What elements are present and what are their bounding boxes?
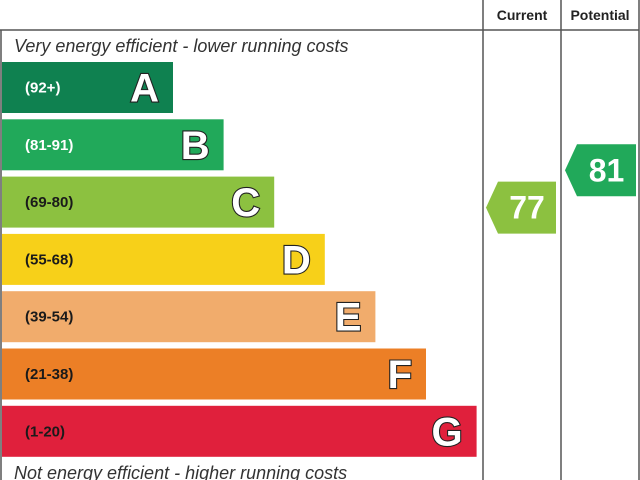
band-range-label: (92+) [25,80,60,97]
band-f: (21-38) F [2,348,426,400]
band-bar [2,119,224,171]
band-a: (92+) A [2,62,173,113]
band-e: (39-54) E [2,291,376,343]
rating-bands: (92+) A (81-91) B (69-80) C (55-68) D (39-54) E (2… [2,62,477,457]
band-bar [2,176,275,228]
band-c: (69-80) C [2,176,275,228]
top-efficiency-note: Very energy efficient - lower running co… [14,36,349,56]
band-letter: G [431,410,462,454]
bottom-efficiency-note: Not energy efficient - higher running co… [14,463,347,480]
potential-column-header: Potential [570,7,629,23]
band-g: (1-20) G [2,405,477,457]
potential-rating-marker: 81 [565,144,636,197]
band-range-label: (81-91) [25,137,73,154]
band-range-label: (39-54) [25,309,73,326]
band-bar [2,233,325,285]
band-bar [2,405,477,457]
band-range-label: (69-80) [25,194,73,211]
band-bar [2,348,426,400]
band-range-label: (1-20) [25,423,65,440]
band-letter: C [231,181,260,225]
potential-rating-arrow [565,144,636,197]
band-letter: A [130,67,159,111]
band-letter: E [335,296,362,340]
band-bar [2,62,173,113]
band-bar [2,291,376,343]
current-column-header: Current [497,7,548,23]
band-letter: D [282,238,311,282]
band-range-label: (55-68) [25,251,73,268]
current-rating-value: 77 [509,190,545,226]
current-rating-marker: 77 [486,181,556,234]
band-range-label: (21-38) [25,366,73,383]
band-b: (81-91) B [2,119,224,171]
potential-rating-value: 81 [589,152,625,188]
current-rating-arrow [486,181,556,234]
band-letter: B [181,124,210,168]
band-letter: F [388,353,412,397]
band-d: (55-68) D [2,233,325,285]
